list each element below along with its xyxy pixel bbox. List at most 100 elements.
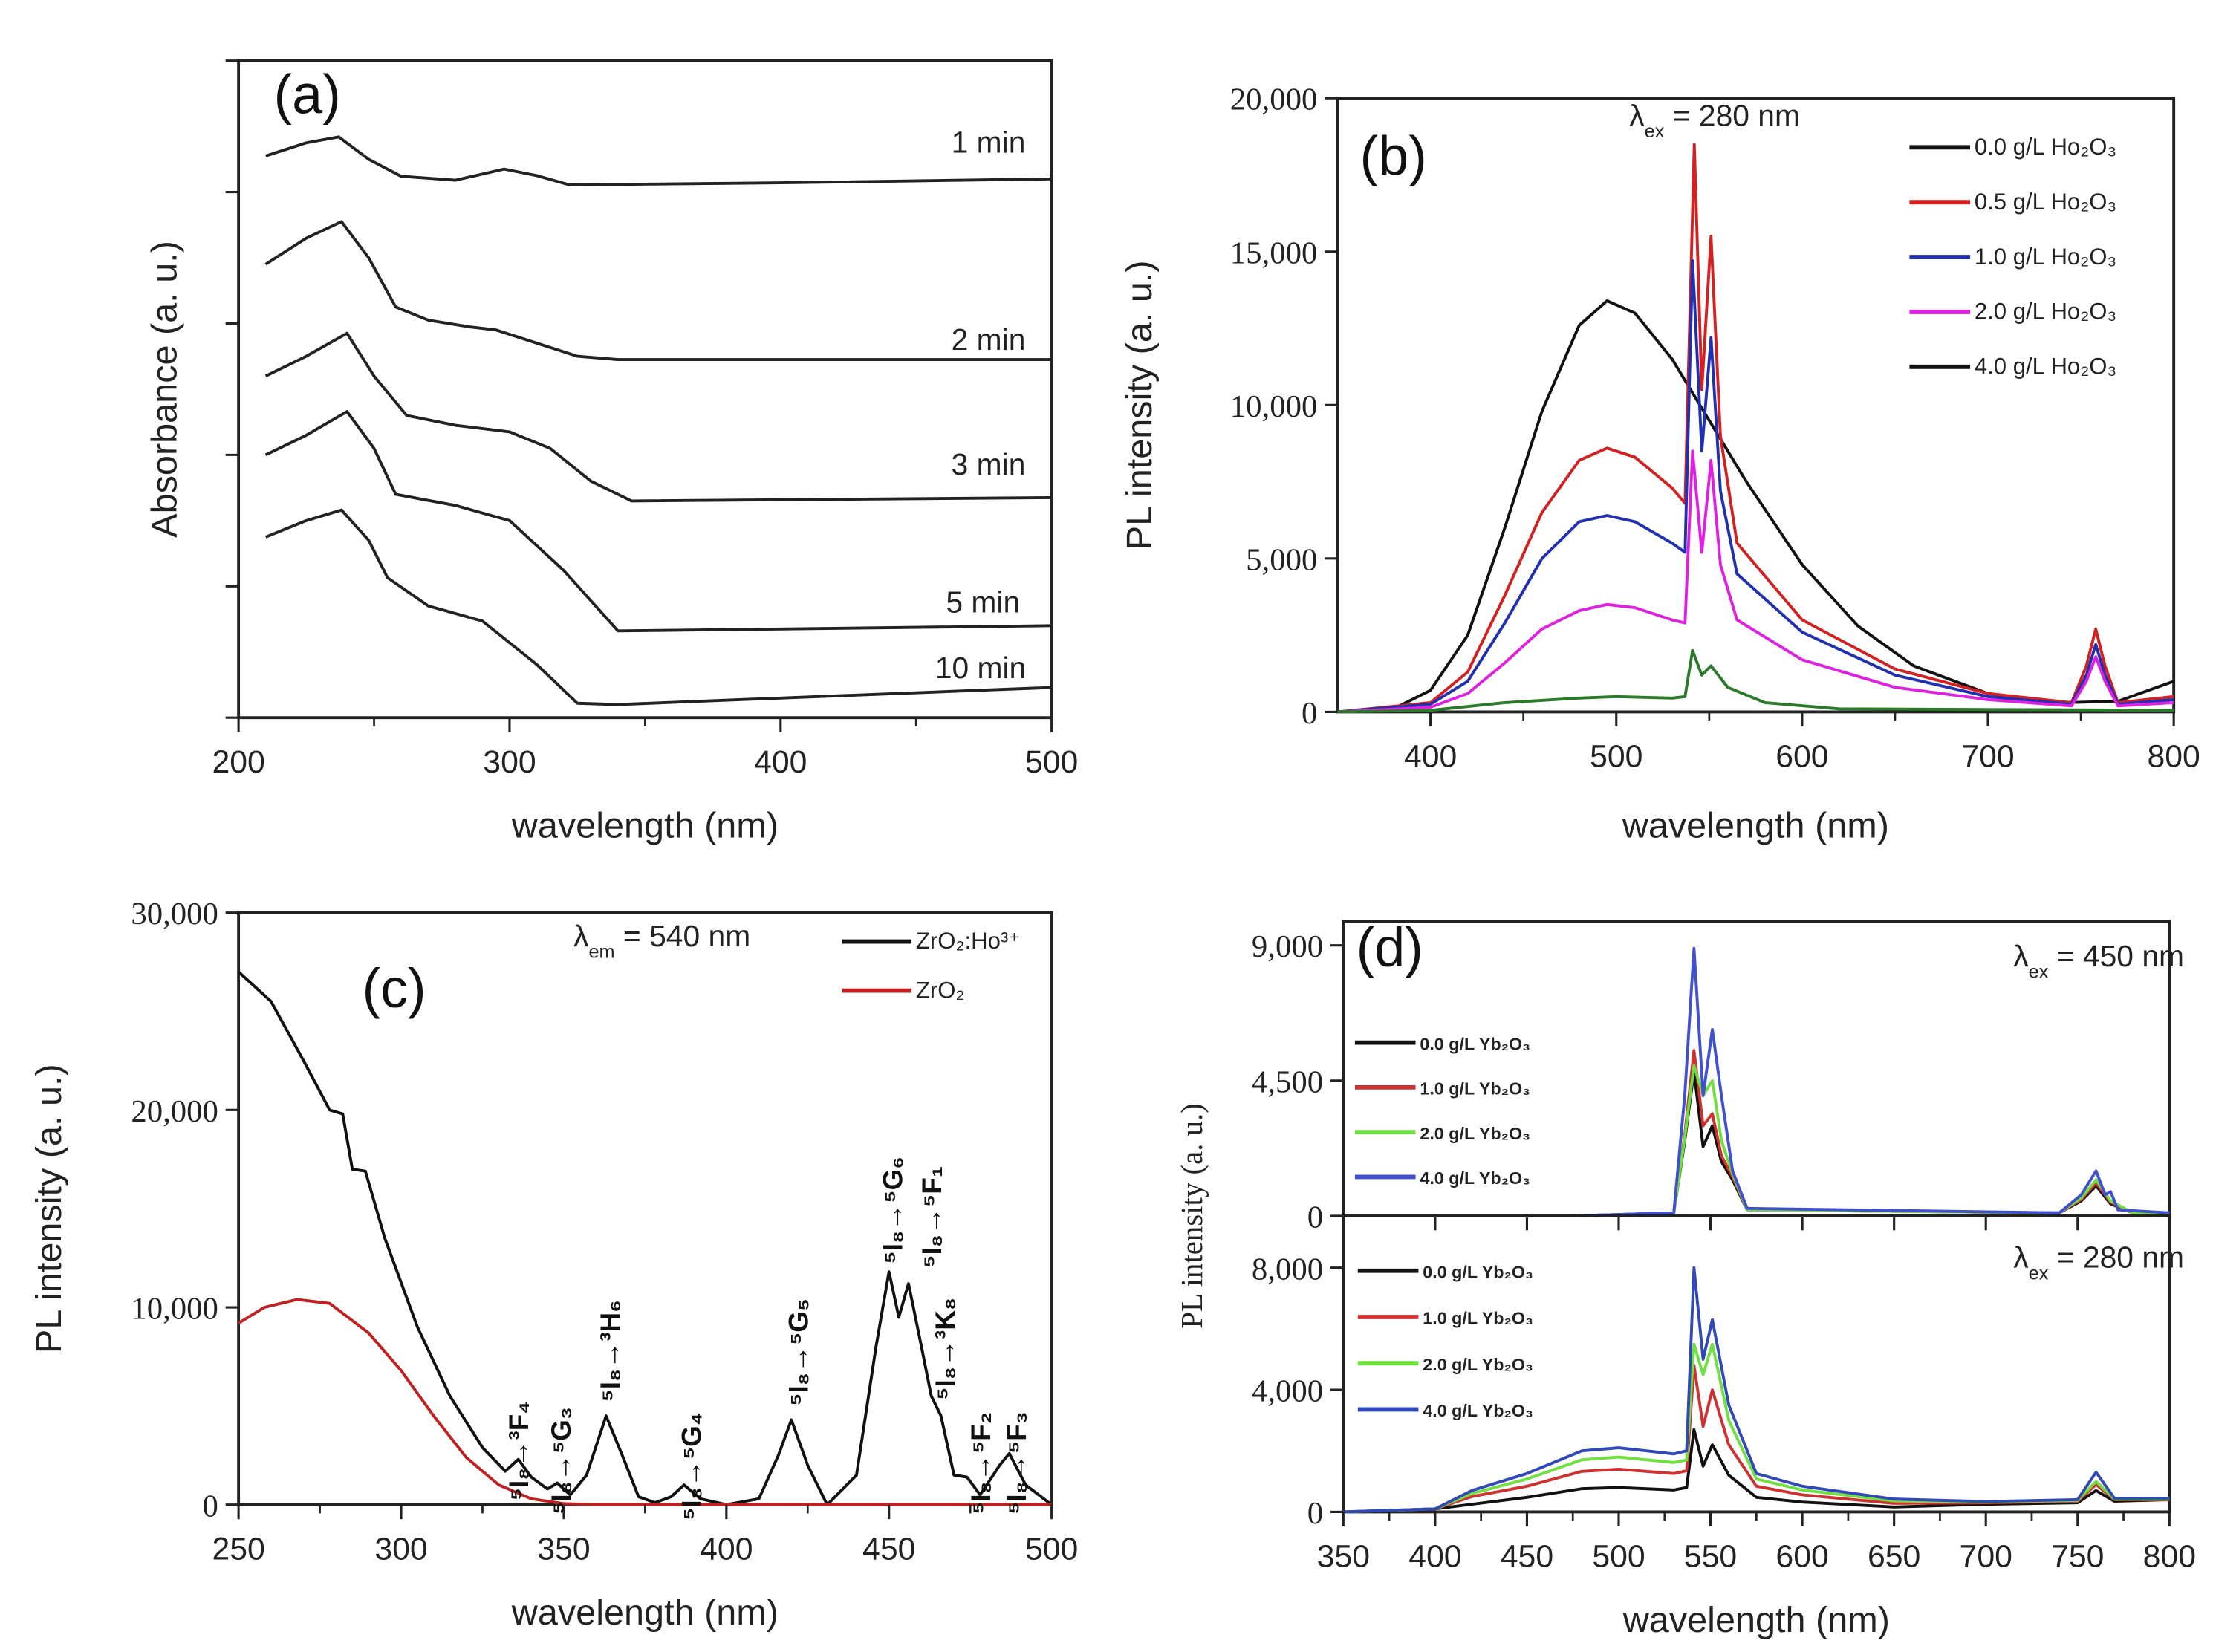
series-line-4 bbox=[1337, 449, 2174, 714]
series-line-4 bbox=[264, 410, 1052, 633]
lambda-subscript: ex bbox=[2029, 1263, 2049, 1284]
series-line-2 bbox=[238, 1298, 1052, 1506]
panel-c: 0 10,000 20,000 30,000 250 300 350 400 450 500 λem… bbox=[29, 897, 1078, 1633]
series-line-4 bbox=[1573, 946, 2170, 1217]
y-tick-label: 0 bbox=[203, 1489, 218, 1523]
y-tick-label: 0 bbox=[1307, 1496, 1323, 1531]
y-tick-label: 30,000 bbox=[131, 897, 218, 931]
y-tick-label: 15,000 bbox=[1230, 235, 1318, 270]
x-tick-label: 650 bbox=[1868, 1538, 1920, 1574]
y-tick-label: 4,000 bbox=[1252, 1374, 1323, 1409]
y-axis-label: Absorbance (a. u.) bbox=[145, 241, 185, 538]
y-axis-label: PL intensity (a. u.) bbox=[29, 1064, 69, 1353]
x-tick-label: 350 bbox=[1317, 1538, 1370, 1574]
y-tick-label: 8,000 bbox=[1252, 1252, 1323, 1287]
y-tick-label: 0 bbox=[1302, 696, 1317, 731]
annotation-value: = 450 nm bbox=[2048, 939, 2184, 973]
x-axis-label: wavelength (nm) bbox=[511, 806, 779, 846]
series-line-5 bbox=[1337, 648, 2174, 714]
series-line-2 bbox=[264, 220, 1052, 362]
legend-label: 2.0 g/L Ho₂O₃ bbox=[1975, 299, 2116, 325]
legend-label: 2.0 g/L Yb₂O₃ bbox=[1420, 1124, 1530, 1143]
x-tick-label: 800 bbox=[2143, 1538, 2196, 1574]
x-tick-label: 550 bbox=[1684, 1538, 1737, 1574]
y-tick-label: 20,000 bbox=[1230, 82, 1318, 117]
series-line-1 bbox=[265, 135, 1052, 186]
legend-label: 0.0 g/L Ho₂O₃ bbox=[1975, 134, 2116, 160]
series-line-2 bbox=[1573, 1049, 2170, 1217]
lambda-subscript: em bbox=[588, 941, 614, 962]
series-line-1 bbox=[237, 970, 1053, 1506]
x-tick-label: 750 bbox=[2051, 1538, 2104, 1574]
y-axis-label: PL intensity (a. u.) bbox=[1175, 1103, 1209, 1328]
x-tick-label: 400 bbox=[1408, 1538, 1461, 1574]
panel-label: (b) bbox=[1360, 125, 1427, 186]
x-tick-label: 700 bbox=[1960, 1538, 2012, 1574]
x-tick-label: 300 bbox=[483, 744, 536, 780]
legend-label: ZrO₂ bbox=[916, 977, 965, 1003]
transition-label: ⁵I₈→⁵G₆ bbox=[878, 1157, 909, 1264]
x-tick-label: 500 bbox=[1025, 1532, 1078, 1567]
x-tick-label: 400 bbox=[754, 744, 807, 780]
lambda-symbol: λ bbox=[573, 919, 589, 953]
legend-label: 0.0 g/L Yb₂O₃ bbox=[1423, 1262, 1533, 1281]
transition-label: ⁵I₈→⁵F₁ bbox=[917, 1166, 947, 1268]
subplot-ex-280: 0 4,000 8,000 λex = 280 nm 0.0 g/L Yb₂O₃ 1.0 … bbox=[1252, 1214, 2184, 1531]
x-tick-label: 800 bbox=[2147, 738, 2200, 774]
x-tick-label: 500 bbox=[1590, 738, 1642, 774]
legend-label: 1.0 g/L Ho₂O₃ bbox=[1975, 244, 2116, 270]
y-tick-label: 5,000 bbox=[1246, 542, 1317, 577]
curve-label: 5 min bbox=[946, 585, 1020, 620]
curve-label: 3 min bbox=[952, 447, 1026, 481]
series-line-1 bbox=[1343, 1428, 2170, 1514]
transition-label: ⁵I₈→⁵G₄ bbox=[676, 1412, 706, 1520]
annotation-value: = 280 nm bbox=[1664, 98, 1800, 132]
curve-label: 1 min bbox=[952, 125, 1026, 159]
transition-label: ⁵I₈→³F₄ bbox=[504, 1401, 534, 1500]
y-tick-label: 20,000 bbox=[131, 1094, 218, 1129]
transition-label: ⁵I₈→³K₈ bbox=[930, 1298, 961, 1400]
legend-label: 1.0 g/L Yb₂O₃ bbox=[1420, 1079, 1530, 1099]
lambda-symbol: λ bbox=[1629, 98, 1645, 132]
x-tick-label: 350 bbox=[537, 1532, 590, 1567]
curve-label: 2 min bbox=[952, 322, 1026, 357]
series-line-3 bbox=[264, 331, 1052, 503]
y-tick-label: 9,000 bbox=[1252, 929, 1323, 964]
excitation-annotation: λex = 450 nm bbox=[2013, 939, 2184, 983]
lambda-subscript: ex bbox=[2029, 962, 2049, 983]
transition-label: ⁵I₈→³H₆ bbox=[595, 1300, 625, 1402]
legend-label: 0.0 g/L Yb₂O₃ bbox=[1420, 1034, 1530, 1053]
legend-label: ZrO₂:Ho³⁺ bbox=[916, 928, 1021, 954]
y-axis-label: PL intensity (a. u.) bbox=[1120, 260, 1160, 550]
legend-label: 2.0 g/L Yb₂O₃ bbox=[1423, 1355, 1533, 1374]
series-line-4 bbox=[1343, 1266, 2170, 1514]
panel-b: 0 5,000 10,000 15,000 20,000 400 500 600 700 800 λ… bbox=[1120, 82, 2200, 846]
x-tick-label: 400 bbox=[1404, 738, 1457, 774]
lambda-symbol: λ bbox=[2013, 939, 2029, 973]
panel-a: 200 300 400 500 1 min 2 min 3 min 5 min 10 min (a… bbox=[145, 59, 1078, 846]
x-axis-label: wavelength (nm) bbox=[511, 1593, 779, 1633]
subplot-ex-450: 0 4,500 9,000 λex = 450 nm 0.0 g/L Yb₂O₃ 1.0 … bbox=[1252, 920, 2184, 1235]
panel-label: (d) bbox=[1356, 917, 1423, 978]
series-line-2 bbox=[1343, 1364, 2170, 1514]
lambda-subscript: ex bbox=[1645, 121, 1665, 142]
y-tick-label: 4,500 bbox=[1252, 1064, 1323, 1099]
y-tick-label: 10,000 bbox=[131, 1292, 218, 1327]
panel-label: (a) bbox=[274, 63, 341, 125]
lambda-symbol: λ bbox=[2013, 1240, 2029, 1275]
legend-label: 1.0 g/L Yb₂O₃ bbox=[1423, 1309, 1533, 1328]
x-axis-label: wavelength (nm) bbox=[1622, 1600, 1890, 1640]
plot-frame bbox=[237, 59, 1053, 720]
x-tick-label: 500 bbox=[1592, 1538, 1645, 1574]
legend-label: 4.0 g/L Yb₂O₃ bbox=[1420, 1168, 1530, 1188]
legend-label: 0.5 g/L Ho₂O₃ bbox=[1975, 189, 2116, 215]
x-tick-label: 250 bbox=[212, 1532, 264, 1567]
y-tick-label: 0 bbox=[1307, 1200, 1323, 1235]
excitation-annotation: λex = 280 nm bbox=[2013, 1240, 2184, 1284]
annotation-value: = 280 nm bbox=[2048, 1240, 2184, 1275]
y-tick-label: 10,000 bbox=[1230, 389, 1318, 424]
annotation-value: = 540 nm bbox=[615, 919, 751, 953]
series-line-5 bbox=[264, 508, 1052, 706]
